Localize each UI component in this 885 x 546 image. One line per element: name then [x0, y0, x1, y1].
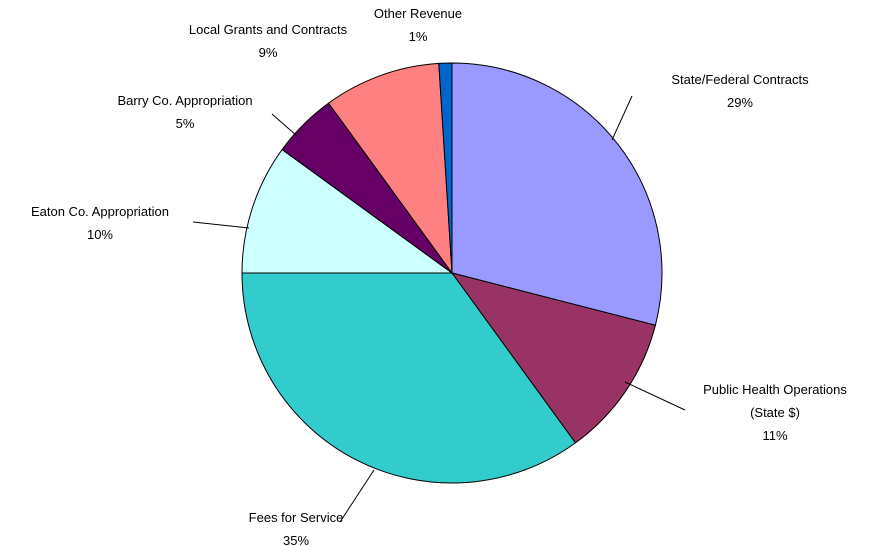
- slice-percent: 9%: [258, 45, 278, 60]
- slice-percent: 10%: [86, 227, 114, 242]
- slice-label: State/Federal Contracts 29%: [671, 68, 808, 114]
- slice-label: Public Health Operations (State $) 11%: [690, 378, 860, 447]
- slice-label: Barry Co. Appropriation 5%: [117, 89, 252, 135]
- slice-name: State/Federal Contracts: [671, 72, 809, 87]
- slice-percent: 29%: [726, 95, 754, 110]
- slice-percent: 11%: [762, 428, 788, 443]
- slice-label: Eaton Co. Appropriation 10%: [31, 200, 169, 246]
- leader-line: [271, 113, 298, 137]
- slice-name: Eaton Co. Appropriation: [30, 204, 170, 219]
- slice-percent: 5%: [175, 116, 195, 131]
- pie-slice: [438, 62, 453, 274]
- pie-slice: [327, 62, 453, 275]
- slice-name: Fees for Service: [248, 510, 344, 525]
- leader-line: [339, 469, 375, 523]
- slice-name: Public Health Operations (State $): [703, 382, 847, 420]
- slice-label: Other Revenue 1%: [374, 2, 462, 48]
- pie-slice: [450, 272, 657, 444]
- slice-name: Other Revenue: [373, 6, 463, 21]
- pie-slice: [241, 272, 577, 484]
- slice-label: Local Grants and Contracts 9%: [189, 18, 347, 64]
- slice-percent: 1%: [408, 29, 428, 44]
- slice-name: Local Grants and Contracts: [188, 22, 348, 37]
- slice-percent: 35%: [282, 533, 310, 546]
- leader-line: [192, 221, 250, 229]
- pie-slice: [451, 62, 663, 326]
- leader-line: [624, 381, 686, 411]
- pie-slice: [241, 148, 454, 274]
- slice-name: Barry Co. Appropriation: [117, 93, 253, 108]
- leader-line: [611, 95, 633, 141]
- slice-label: Fees for Service 35%: [249, 506, 344, 546]
